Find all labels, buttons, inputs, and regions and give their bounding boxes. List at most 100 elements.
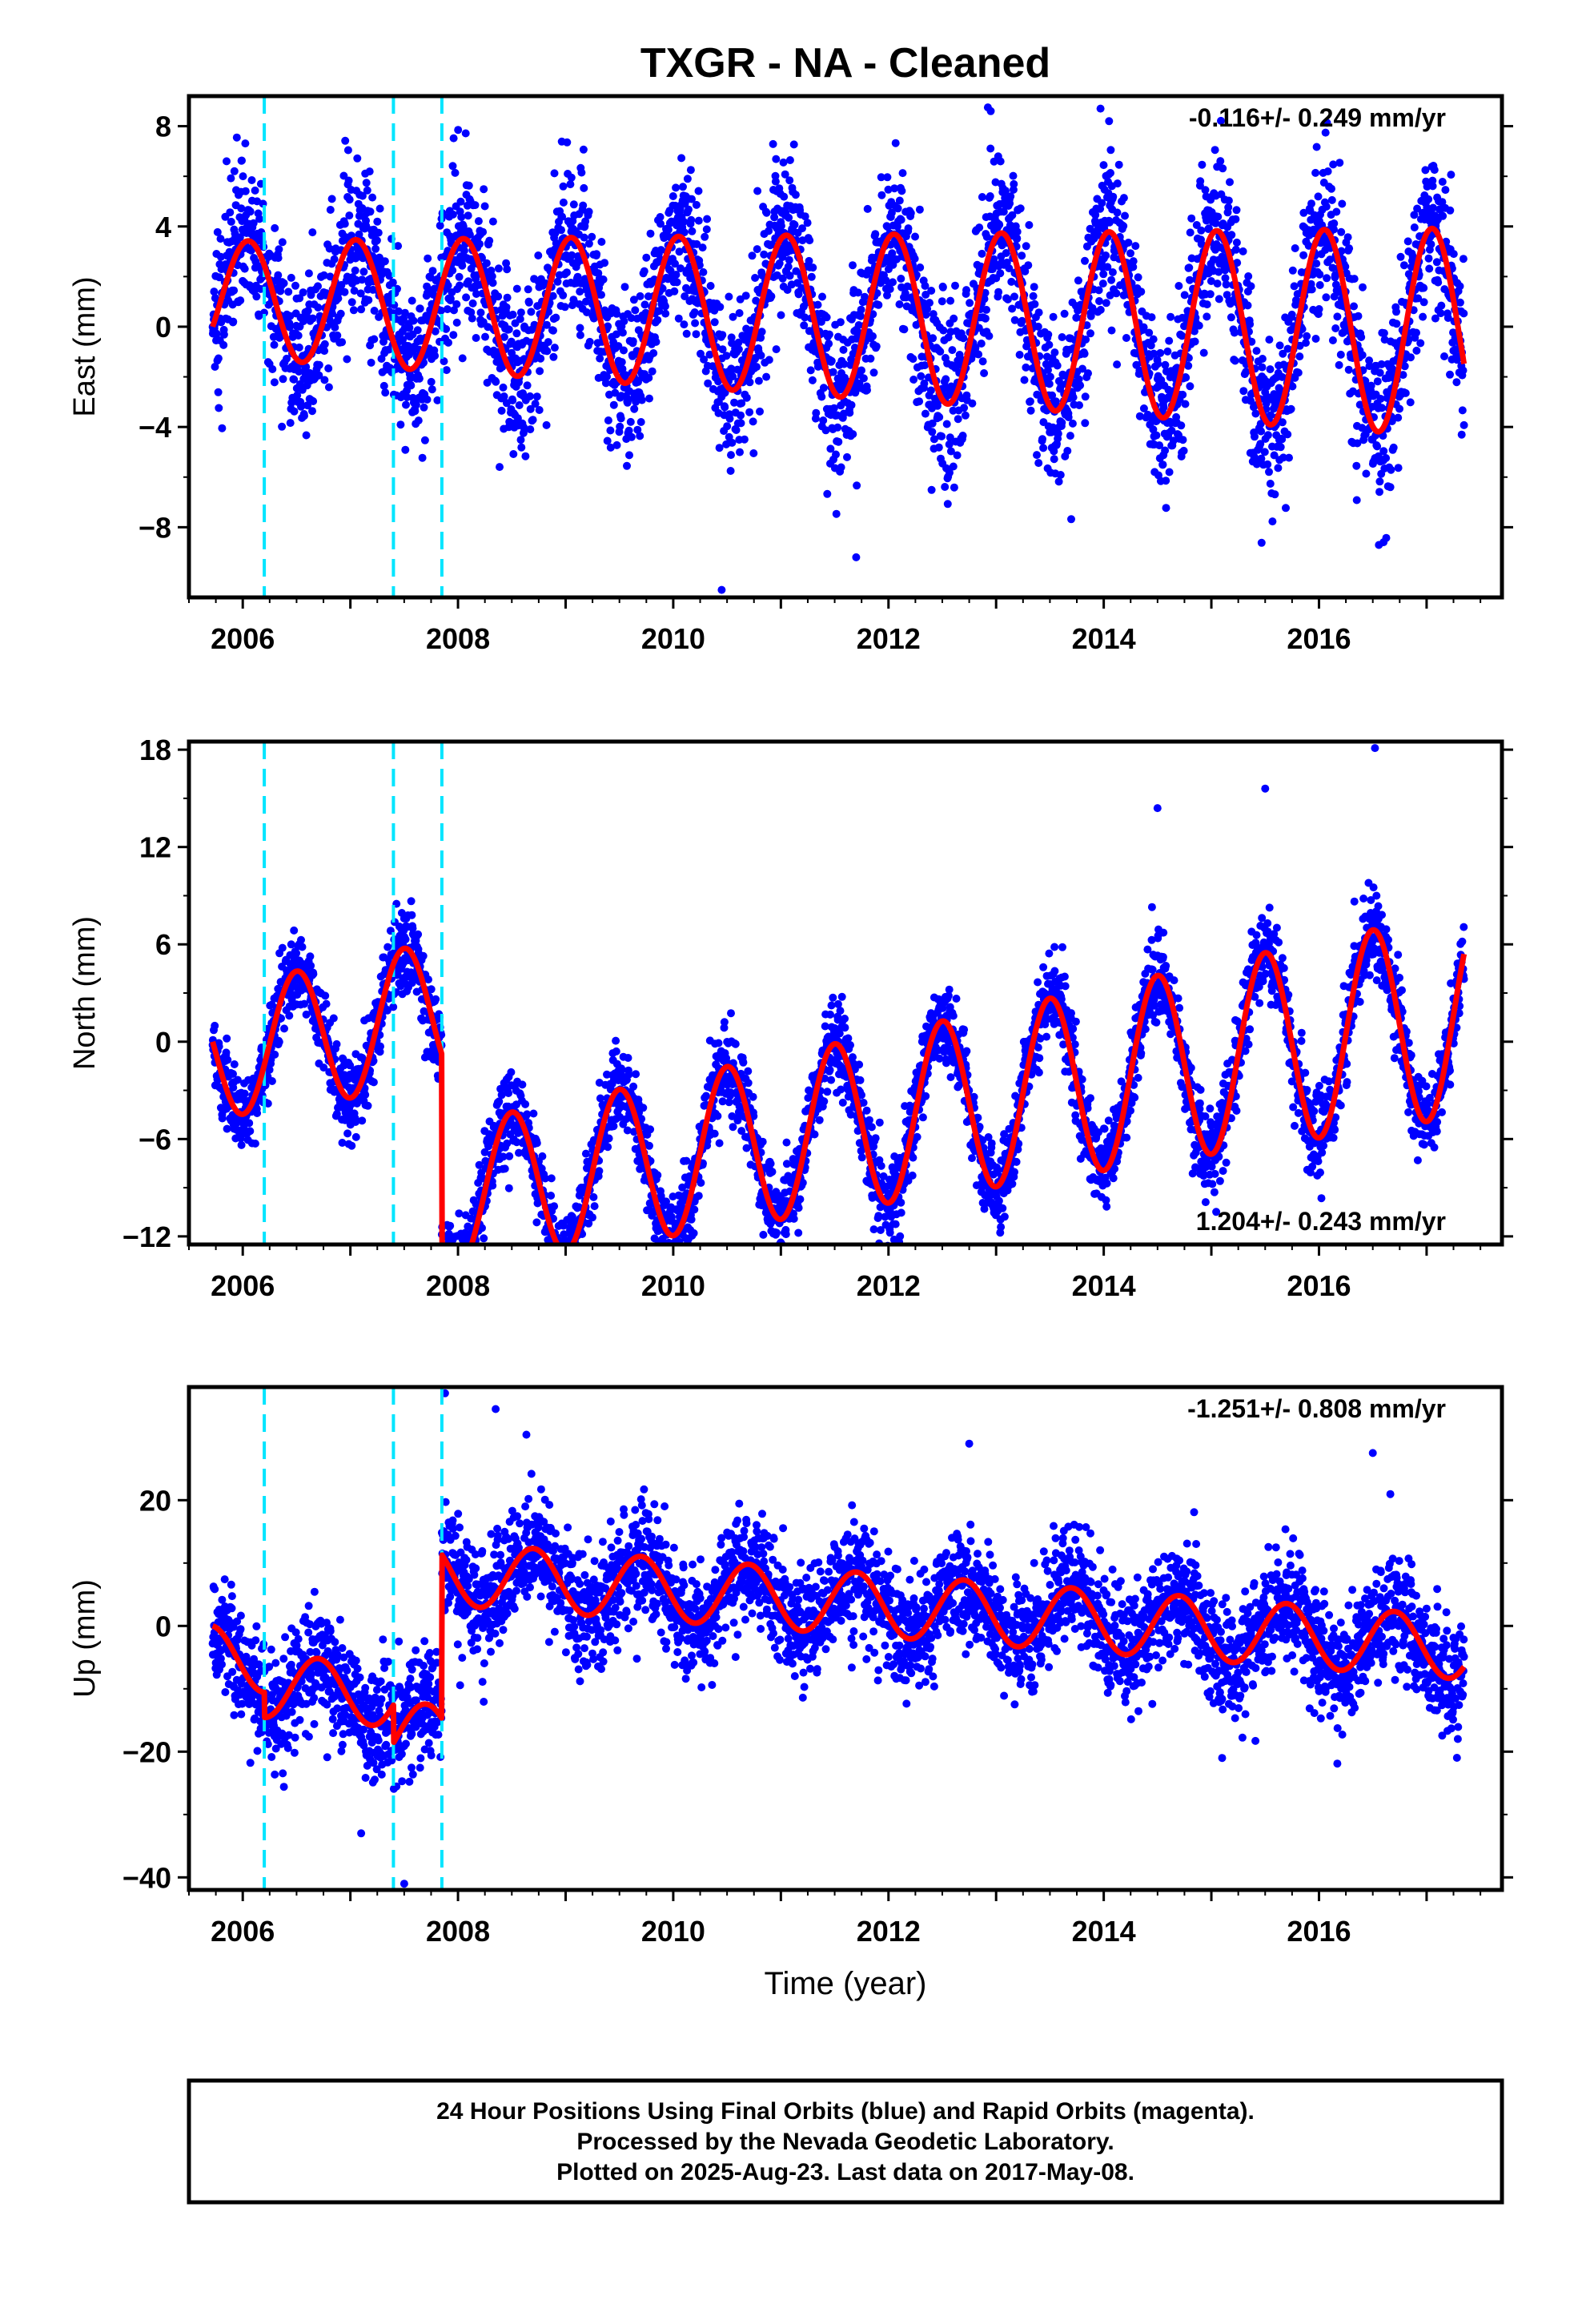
data-point	[656, 213, 665, 221]
data-point	[322, 999, 331, 1008]
data-point	[380, 257, 389, 266]
data-point	[1156, 348, 1165, 357]
data-point	[584, 239, 593, 248]
data-point	[1158, 460, 1167, 469]
data-point	[597, 238, 606, 246]
data-point	[718, 331, 727, 340]
data-point	[817, 317, 825, 326]
data-point	[781, 170, 789, 179]
data-point	[249, 219, 258, 227]
data-point	[762, 372, 771, 381]
data-point	[1106, 146, 1115, 155]
data-point	[442, 1248, 450, 1256]
data-point	[472, 290, 480, 298]
data-point	[324, 383, 333, 392]
data-point	[1010, 316, 1019, 324]
data-point	[1020, 376, 1029, 384]
data-point	[327, 195, 336, 203]
data-point	[334, 294, 343, 303]
data-point	[503, 293, 512, 302]
data-point	[468, 1246, 476, 1254]
data-point	[785, 176, 794, 185]
data-point	[450, 306, 458, 315]
data-point	[1392, 308, 1400, 316]
data-point	[412, 400, 420, 409]
data-point	[1002, 249, 1010, 257]
data-point	[959, 334, 968, 343]
data-point	[559, 291, 568, 300]
data-point	[1323, 274, 1331, 283]
data-point	[832, 450, 840, 459]
data-point	[1007, 277, 1016, 286]
data-point	[500, 332, 508, 341]
data-point	[706, 282, 715, 290]
data-point	[1119, 222, 1128, 231]
data-point	[504, 325, 513, 334]
data-point	[430, 284, 439, 293]
data-point	[230, 286, 239, 295]
data-point	[760, 250, 769, 259]
data-point	[926, 299, 934, 308]
data-point	[843, 452, 851, 461]
data-point	[1050, 455, 1058, 464]
data-point	[274, 271, 283, 279]
data-point	[502, 259, 511, 267]
data-point	[978, 249, 986, 258]
data-point	[1335, 159, 1344, 167]
data-point	[1163, 347, 1172, 356]
data-point	[592, 250, 601, 259]
data-point	[1178, 390, 1187, 399]
data-point	[699, 267, 708, 276]
data-point	[625, 451, 633, 460]
data-point	[1103, 263, 1112, 271]
data-point	[715, 444, 724, 452]
data-point	[646, 229, 655, 238]
data-point	[240, 264, 249, 273]
data-point	[693, 239, 701, 248]
data-point	[986, 192, 994, 200]
data-point	[935, 412, 944, 421]
data-point	[893, 204, 902, 213]
data-point	[1186, 382, 1195, 391]
data-point	[819, 384, 828, 392]
data-point	[471, 1248, 479, 1256]
data-point	[427, 377, 436, 386]
data-point	[408, 911, 416, 919]
data-point	[745, 408, 754, 416]
data-point	[585, 337, 594, 346]
data-point	[863, 204, 872, 213]
data-point	[211, 294, 219, 303]
data-point	[1114, 160, 1123, 169]
data-point	[464, 1250, 472, 1258]
data-point	[568, 251, 576, 259]
data-point	[455, 1209, 464, 1218]
data-point	[900, 325, 909, 334]
data-point	[1013, 227, 1022, 236]
data-point	[326, 206, 335, 214]
data-point	[730, 398, 738, 407]
data-point	[996, 157, 1005, 166]
data-point	[1022, 242, 1030, 251]
data-point	[542, 420, 551, 429]
data-point	[821, 426, 830, 435]
data-point	[294, 332, 303, 340]
data-point	[394, 242, 403, 251]
data-point	[1265, 336, 1274, 344]
data-point	[785, 255, 793, 264]
data-point	[857, 366, 865, 375]
data-point	[1166, 312, 1175, 321]
data-point	[370, 307, 379, 315]
data-point	[1311, 168, 1320, 177]
data-point	[853, 288, 862, 297]
data-point	[1078, 364, 1086, 373]
data-point	[945, 440, 954, 448]
data-point	[1379, 447, 1388, 456]
data-point	[515, 401, 524, 409]
data-point	[573, 272, 582, 281]
data-point	[597, 291, 605, 300]
data-point	[1337, 227, 1346, 236]
data-point	[934, 443, 943, 452]
data-point	[722, 352, 731, 360]
data-point	[641, 308, 650, 317]
